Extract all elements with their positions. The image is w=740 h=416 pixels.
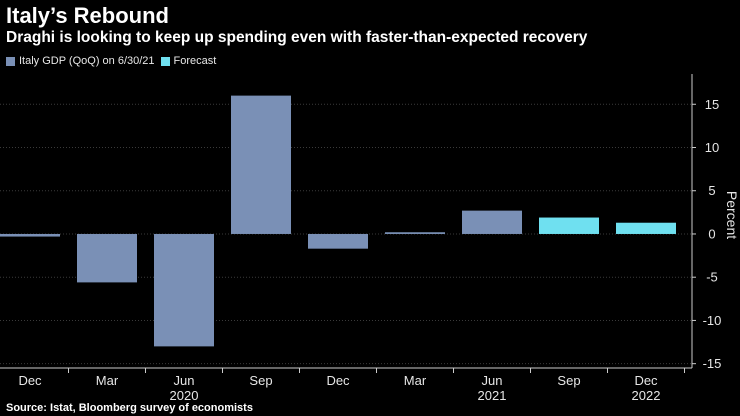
bar-actual: [385, 232, 445, 234]
x-year-label: 2022: [632, 388, 661, 403]
x-year-label: 2020: [170, 388, 199, 403]
legend-item-forecast: Forecast: [160, 55, 217, 67]
legend-swatch-forecast: [160, 56, 170, 66]
x-tick-label: Dec: [18, 373, 42, 388]
x-tick-label: Dec: [634, 373, 658, 388]
y-tick-label: 5: [708, 183, 715, 198]
x-tick-label: Jun: [174, 373, 195, 388]
source-note: Source: Istat, Bloomberg survey of econo…: [6, 402, 253, 414]
x-year-label: 2021: [478, 388, 507, 403]
y-tick-label: -10: [703, 313, 722, 328]
bar-forecast: [539, 217, 599, 234]
x-tick-label: Mar: [96, 373, 119, 388]
bar-actual: [308, 233, 368, 249]
chart-title: Italy’s Rebound: [6, 3, 169, 28]
bar-actual: [77, 233, 137, 283]
y-tick-label: 10: [705, 140, 719, 155]
legend-swatch-actual: [6, 56, 15, 66]
chart-subtitle: Draghi is looking to keep up spending ev…: [6, 29, 588, 46]
legend-label-actual: Italy GDP (QoQ) on 6/30/21: [19, 55, 155, 67]
legend-label-forecast: Forecast: [173, 55, 217, 67]
x-tick-label: Sep: [557, 373, 580, 388]
legend: Italy GDP (QoQ) on 6/30/21 Forecast: [6, 55, 216, 67]
x-tick-label: Sep: [249, 373, 272, 388]
x-tick-label: Mar: [404, 373, 427, 388]
bar-actual: [154, 233, 214, 347]
y-tick-label: -15: [703, 356, 722, 371]
y-tick-label: 0: [708, 226, 715, 241]
bar-actual: [231, 95, 291, 234]
y-axis-label: Percent: [724, 191, 740, 239]
x-tick-label: Jun: [482, 373, 503, 388]
bar-actual: [462, 210, 522, 234]
y-tick-label: 15: [705, 97, 719, 112]
bar-forecast: [616, 222, 676, 234]
bar-actual: [0, 233, 60, 237]
y-tick-label: -5: [706, 270, 718, 285]
x-tick-label: Dec: [326, 373, 350, 388]
legend-item-actual: Italy GDP (QoQ) on 6/30/21: [6, 55, 155, 67]
